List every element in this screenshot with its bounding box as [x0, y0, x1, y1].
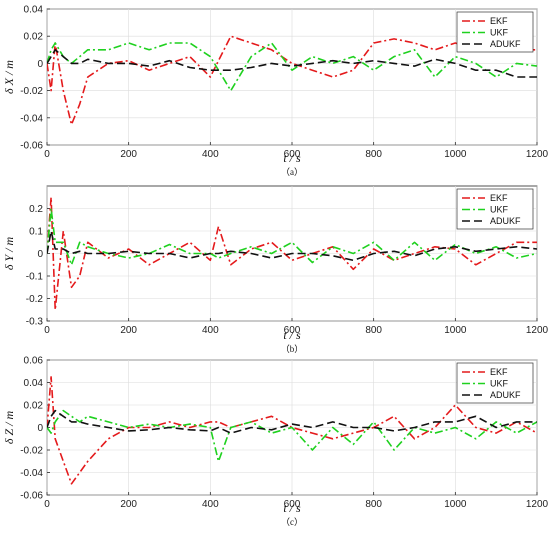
legend-label-ukf: UKF [490, 28, 509, 38]
x-tick-label: 200 [120, 149, 137, 160]
y-axis-label: δ Z / m [2, 411, 16, 445]
y-axis-label: δ Y / m [2, 237, 16, 271]
subfigure-label: （b） [281, 344, 304, 354]
y-tick-label: -0.06 [20, 491, 43, 502]
series-group [47, 376, 537, 485]
x-tick-label: 1200 [526, 149, 549, 160]
series-line-ekf [47, 196, 537, 311]
series-line-adukf [47, 48, 537, 78]
legend-label-adukf: ADUKF [490, 39, 521, 49]
x-axis-label: t / s [283, 328, 301, 342]
x-tick-label: 400 [202, 325, 219, 336]
legend-label-ukf: UKF [490, 205, 509, 215]
x-tick-label: 200 [120, 499, 137, 510]
series-line-ukf [47, 207, 537, 266]
x-tick-label: 1200 [526, 499, 549, 510]
legend-label-ekf: EKF [490, 367, 508, 377]
x-tick-label: 600 [284, 499, 301, 510]
series-group [47, 196, 537, 311]
series-line-ukf [47, 42, 537, 92]
y-tick-label: -0.1 [26, 272, 44, 283]
x-tick-label: 0 [44, 149, 50, 160]
subfigure-label: （c） [281, 517, 303, 527]
series-line-adukf [47, 409, 537, 434]
y-tick-label: 0.02 [24, 401, 44, 412]
x-tick-label: 1200 [526, 325, 549, 336]
legend-label-ekf: EKF [490, 193, 508, 203]
y-tick-label: 0.04 [24, 378, 44, 389]
chart-panel-3: 0 200 400 600 800 1000 1200 -0.06 -0.04 -0.02 0 0.0… [2, 356, 549, 528]
y-tick-label: -0.04 [20, 468, 43, 479]
y-tick-label: 0.02 [24, 32, 44, 43]
subfigure-label: （a） [281, 167, 303, 177]
x-tick-label: 0 [44, 499, 50, 510]
series-group [47, 35, 537, 126]
legend-label-adukf: ADUKF [490, 390, 521, 400]
x-axis-label: t / s [283, 501, 301, 515]
y-tick-label: -0.02 [20, 446, 43, 457]
x-tick-label: 400 [202, 499, 219, 510]
x-tick-label: 400 [202, 149, 219, 160]
y-tick-label: -0.02 [20, 86, 43, 97]
legend-label-ekf: EKF [490, 16, 508, 26]
chart-panel-1: 0 200 400 600 800 1000 1200 -0.06 -0.04 -0.02 0 0.0… [2, 5, 549, 178]
legend-label-ukf: UKF [490, 379, 509, 389]
x-tick-label: 800 [365, 325, 382, 336]
x-tick-label: 1000 [444, 499, 467, 510]
x-tick-label: 1000 [444, 325, 467, 336]
y-axis-label: δ X / m [2, 60, 16, 94]
x-tick-label: 800 [365, 149, 382, 160]
x-tick-label: 0 [44, 325, 50, 336]
x-tick-label: 600 [284, 325, 301, 336]
legend-label-adukf: ADUKF [490, 216, 521, 226]
x-axis-label: t / s [283, 151, 301, 165]
x-tick-label: 1000 [444, 149, 467, 160]
y-tick-label: -0.3 [26, 317, 44, 328]
x-tick-label: 800 [365, 499, 382, 510]
y-tick-label: -0.2 [26, 294, 44, 305]
y-tick-label: 0.1 [29, 227, 43, 238]
y-tick-label: 0 [37, 249, 43, 260]
y-tick-label: 0 [37, 59, 43, 70]
series-line-ukf [47, 409, 537, 463]
chart-panel-2: 0 200 400 600 800 1000 1200 -0.3 -0.2 -0.1 0 0.1 0.2… [2, 185, 549, 354]
series-line-ekf [47, 35, 537, 126]
series-line-adukf [47, 230, 537, 262]
y-tick-label: 0.2 [29, 204, 43, 215]
y-tick-label: -0.04 [20, 113, 43, 124]
y-tick-label: 0.06 [24, 356, 44, 367]
y-tick-label: 0.04 [24, 5, 44, 16]
y-tick-label: 0 [37, 423, 43, 434]
x-tick-label: 600 [284, 149, 301, 160]
legend-box [456, 11, 534, 53]
y-tick-label: -0.06 [20, 141, 43, 152]
x-tick-label: 200 [120, 325, 137, 336]
